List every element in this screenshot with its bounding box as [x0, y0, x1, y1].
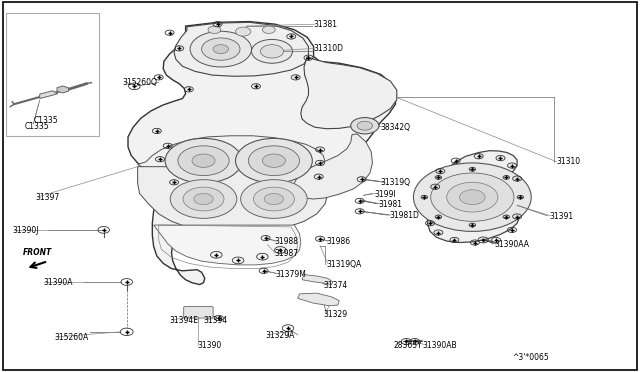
Circle shape	[190, 31, 252, 67]
Circle shape	[170, 180, 237, 218]
Text: C1335: C1335	[33, 116, 58, 125]
Text: 31981D: 31981D	[389, 211, 419, 220]
Circle shape	[262, 26, 275, 33]
Polygon shape	[301, 57, 397, 129]
Circle shape	[194, 193, 213, 205]
Circle shape	[202, 38, 240, 60]
Text: 31391: 31391	[549, 212, 573, 221]
Text: 31310: 31310	[557, 157, 581, 166]
Circle shape	[236, 138, 312, 183]
Polygon shape	[138, 167, 328, 231]
Text: 31981: 31981	[379, 200, 403, 209]
Circle shape	[253, 187, 294, 211]
Text: ^3'*0065: ^3'*0065	[512, 353, 548, 362]
Circle shape	[178, 146, 229, 176]
Text: 31390AA: 31390AA	[494, 240, 529, 249]
Polygon shape	[154, 225, 301, 265]
Bar	[6, 13, 99, 136]
Text: 31397: 31397	[35, 193, 60, 202]
Circle shape	[165, 138, 242, 183]
Polygon shape	[174, 22, 308, 76]
Text: 31986: 31986	[326, 237, 351, 246]
Circle shape	[460, 190, 485, 205]
Circle shape	[264, 193, 284, 205]
Text: 31381: 31381	[314, 20, 338, 29]
Text: 31394: 31394	[204, 316, 228, 325]
Text: 31988: 31988	[274, 237, 298, 246]
Circle shape	[192, 154, 215, 167]
Circle shape	[248, 146, 300, 176]
Circle shape	[357, 121, 372, 130]
Circle shape	[262, 154, 285, 167]
Polygon shape	[294, 134, 372, 199]
Text: 31379M: 31379M	[275, 270, 306, 279]
Text: 31374: 31374	[323, 281, 348, 290]
Circle shape	[213, 45, 228, 54]
Circle shape	[241, 180, 307, 218]
Circle shape	[431, 173, 514, 221]
Circle shape	[208, 26, 221, 33]
Polygon shape	[57, 86, 68, 93]
Polygon shape	[40, 91, 58, 99]
Text: 31987: 31987	[274, 249, 298, 258]
Circle shape	[236, 27, 251, 36]
Text: 31390: 31390	[197, 341, 221, 350]
Polygon shape	[128, 22, 396, 285]
Circle shape	[447, 182, 498, 212]
Circle shape	[252, 39, 292, 63]
Text: 31390AB: 31390AB	[422, 341, 457, 350]
Text: 28365Y: 28365Y	[394, 341, 422, 350]
Text: 3199I: 3199I	[374, 190, 396, 199]
Text: 31394E: 31394E	[170, 316, 198, 325]
Text: 31329: 31329	[323, 310, 348, 319]
Circle shape	[351, 118, 379, 134]
Text: 38342Q: 38342Q	[381, 123, 411, 132]
Polygon shape	[298, 293, 339, 306]
Text: FRONT: FRONT	[22, 248, 52, 257]
Text: 31329A: 31329A	[266, 331, 295, 340]
FancyBboxPatch shape	[184, 307, 213, 318]
Text: 31390J: 31390J	[13, 226, 39, 235]
Text: C1335: C1335	[24, 122, 49, 131]
Text: 315260A: 315260A	[54, 333, 89, 342]
Polygon shape	[428, 151, 520, 243]
Circle shape	[413, 163, 531, 231]
Polygon shape	[302, 275, 333, 285]
Text: 31310D: 31310D	[314, 44, 344, 53]
Text: 31319QA: 31319QA	[326, 260, 362, 269]
Circle shape	[260, 45, 284, 58]
Text: 315260Q: 315260Q	[123, 78, 157, 87]
Circle shape	[183, 187, 224, 211]
Polygon shape	[138, 136, 325, 186]
Text: 31319Q: 31319Q	[381, 178, 411, 187]
Text: 31390A: 31390A	[44, 278, 73, 287]
